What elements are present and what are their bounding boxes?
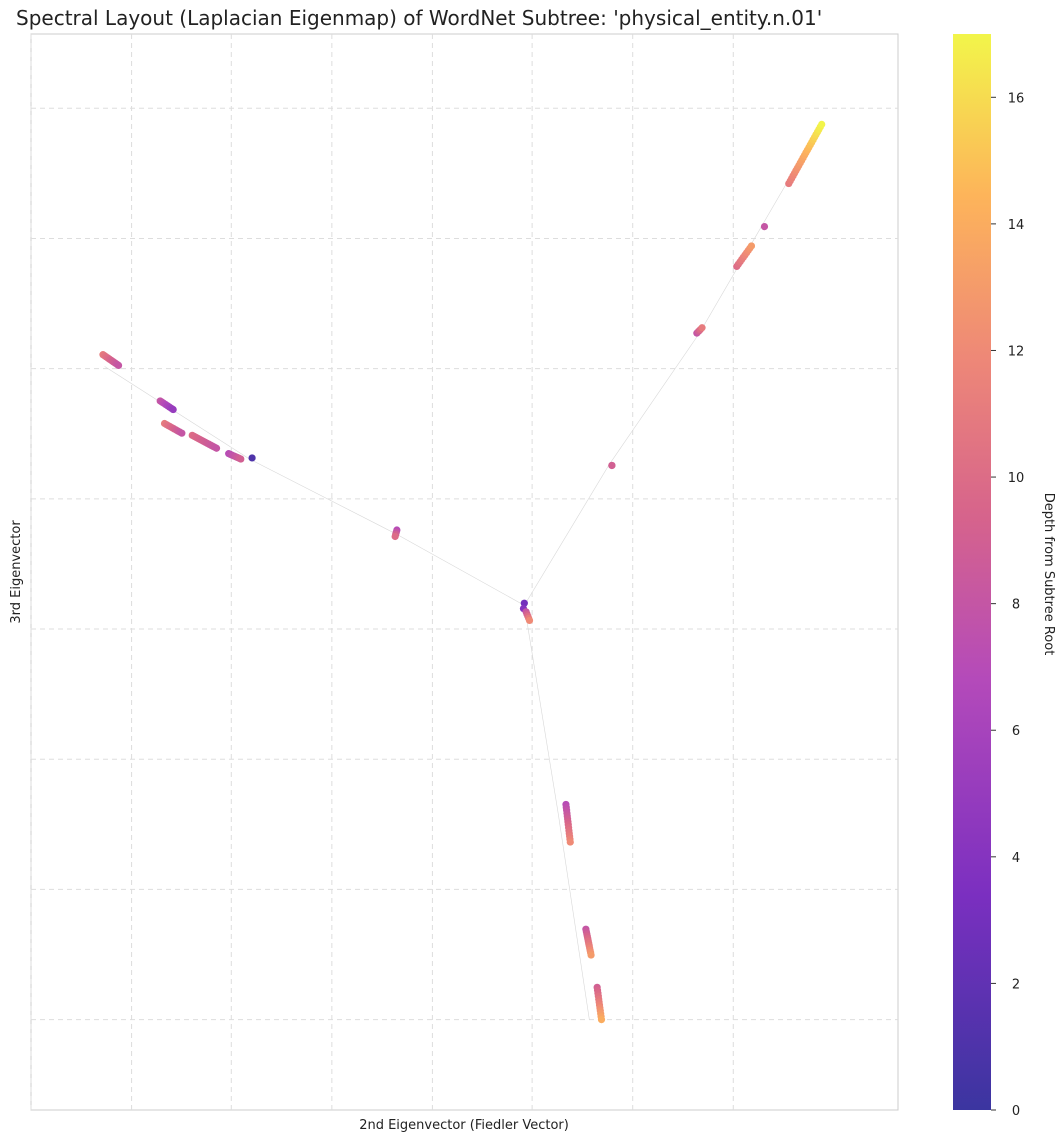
grid-lines	[30, 34, 898, 1110]
edge-line	[609, 332, 700, 465]
data-point	[597, 1016, 606, 1024]
data-point	[248, 454, 256, 462]
colorbar-tick-label: 0	[1012, 1104, 1020, 1119]
edge-line	[524, 605, 559, 814]
colorbar-tick-label: 10	[1008, 471, 1025, 486]
colorbar-tick-label: 4	[1012, 851, 1020, 866]
data-point	[237, 455, 245, 463]
colorbar-tick-label: 12	[1008, 344, 1025, 359]
data-point	[114, 361, 123, 370]
data-point	[698, 324, 706, 332]
data-point	[391, 532, 399, 541]
data-point	[587, 951, 595, 959]
edge-line	[396, 534, 525, 606]
data-point	[525, 616, 534, 625]
colorbar-tick-label: 8	[1012, 598, 1020, 613]
edge-line	[524, 464, 610, 606]
chart-title: Spectral Layout (Laplacian Eigenmap) of …	[16, 6, 822, 30]
data-point	[747, 242, 756, 250]
colorbar: 0 2 4 6 8 10 12 14 16 Depth from Subtree Root	[953, 34, 1056, 1119]
data-point	[178, 429, 186, 437]
data-point	[818, 120, 826, 128]
edge-line	[557, 812, 590, 1020]
colorbar-tick-label: 2	[1012, 977, 1020, 992]
data-point	[566, 838, 574, 846]
scatter-points	[99, 120, 826, 1024]
colorbar-tick-label: 16	[1008, 91, 1025, 106]
colorbar-tick-label: 6	[1012, 724, 1020, 739]
data-point	[608, 461, 616, 470]
data-point	[212, 444, 221, 452]
colorbar-tick-label: 14	[1008, 218, 1025, 233]
data-point	[760, 223, 769, 231]
edge-line	[249, 458, 398, 535]
edge-line	[104, 366, 250, 460]
colorbar-ticks: 0 2 4 6 8 10 12 14 16	[991, 91, 1024, 1119]
y-axis-label: 3rd Eigenvector	[9, 520, 24, 624]
x-axis-label: 2nd Eigenvector (Fiedler Vector)	[359, 1118, 569, 1133]
data-point	[169, 405, 177, 414]
colorbar-label: Depth from Subtree Root	[1041, 493, 1056, 656]
data-point	[520, 599, 528, 607]
